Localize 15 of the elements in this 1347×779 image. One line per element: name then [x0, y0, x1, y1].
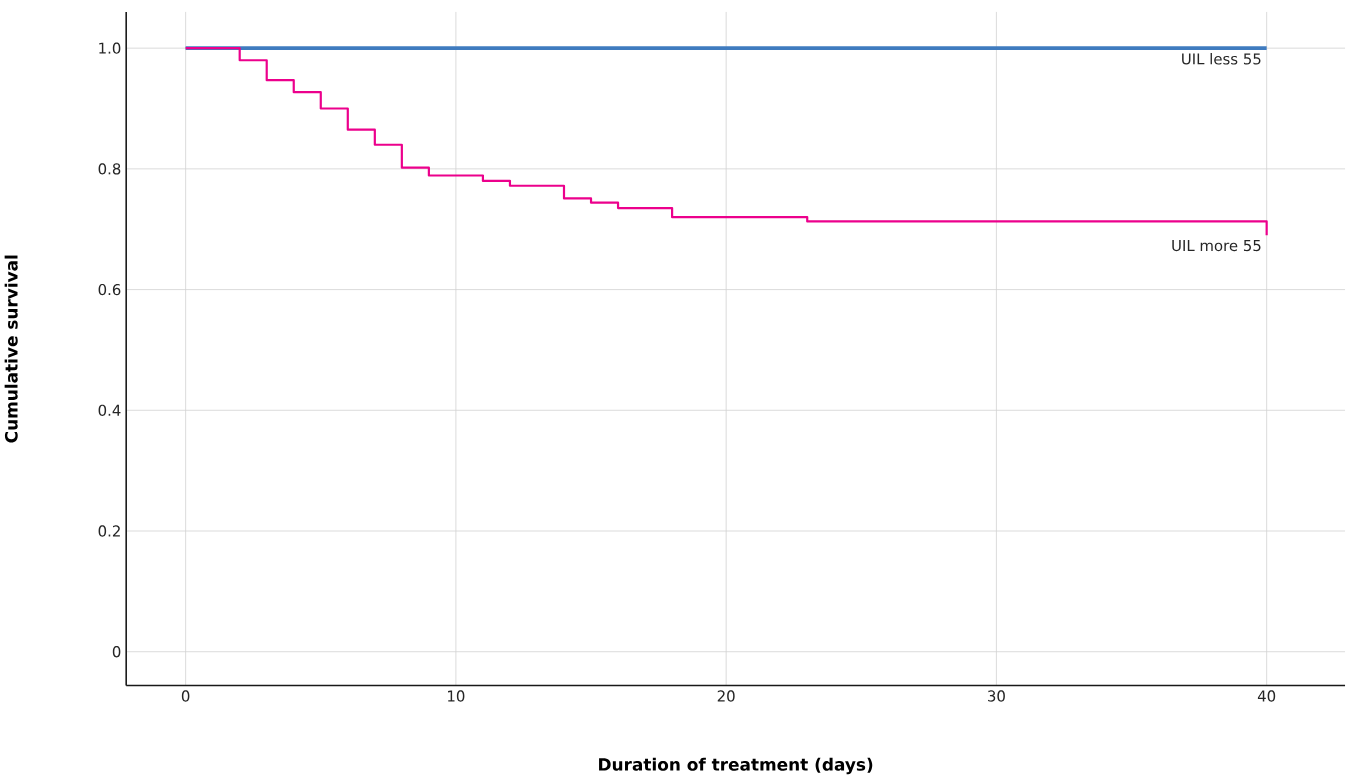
x-tick-label: 40 — [1257, 690, 1276, 702]
y-tick-label: 0.6 — [98, 284, 121, 296]
x-tick-label: 10 — [448, 690, 465, 702]
x-axis-title: Duration of treatment (days) — [599, 757, 873, 775]
y-tick-label: 0.8 — [98, 163, 121, 175]
x-tick-label: 0 — [181, 690, 190, 702]
y-tick-label: 0.4 — [98, 404, 121, 417]
series-label: UIL more 55 — [1172, 240, 1261, 252]
y-tick-label: 0 — [112, 646, 121, 658]
x-tick-label: 30 — [988, 690, 1005, 702]
y-axis-title: Cumulative survival — [4, 255, 18, 443]
y-tick-label: 0.2 — [98, 525, 120, 537]
y-tick-label: 1.0 — [99, 42, 121, 54]
series-label: UIL less 55 — [1182, 53, 1261, 65]
x-tick-label: 20 — [717, 690, 735, 702]
